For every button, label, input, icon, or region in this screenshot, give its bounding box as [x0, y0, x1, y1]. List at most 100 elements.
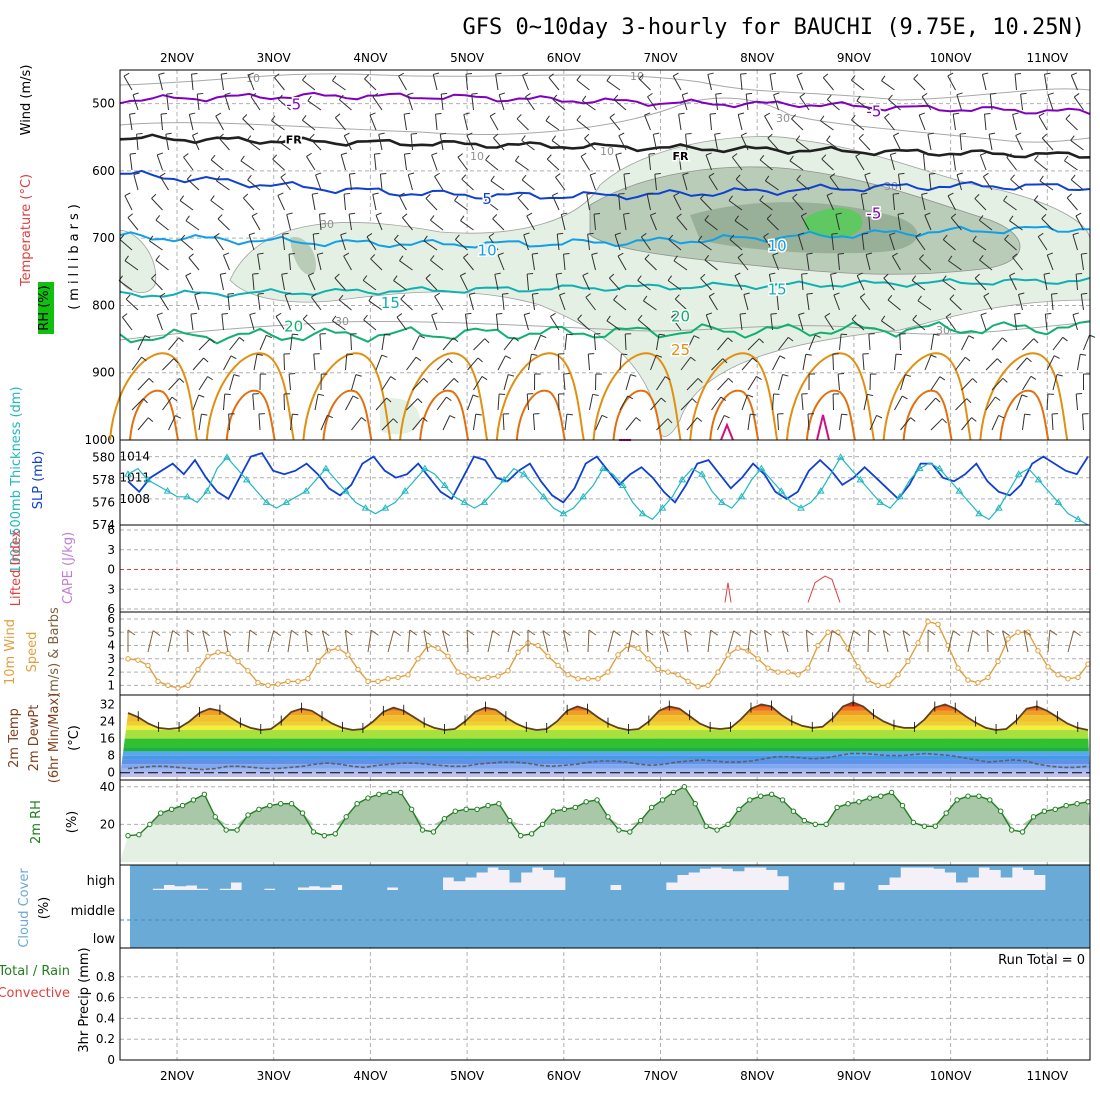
thickness-point: [500, 475, 508, 483]
wind10-tick-label: 1: [107, 678, 115, 692]
wind-barb-flag: [188, 253, 194, 259]
wind-barb-flag: [277, 192, 284, 196]
wind10-barb: [967, 630, 974, 653]
wind-barb-flag: [155, 215, 161, 221]
wind-barb-flag: [183, 153, 189, 158]
wind-barb-flag: [469, 292, 476, 296]
wind-barb: [979, 219, 993, 231]
wind-barb: [1070, 179, 1084, 191]
wind-barb-flag: [576, 75, 581, 81]
wind-barb: [423, 240, 438, 251]
wind-barb: [656, 376, 666, 391]
wind-barb-flag: [489, 112, 496, 117]
wind10-barb-flag: [972, 630, 980, 636]
wind-barb: [930, 418, 943, 431]
wind-barb-flag: [243, 193, 249, 199]
wind-barb: [473, 414, 477, 431]
wind-barb: [808, 335, 816, 351]
wind-barb: [839, 414, 843, 431]
wind-barb: [159, 296, 169, 311]
wind-barb: [949, 298, 962, 311]
wind-barb: [247, 74, 255, 91]
wind-barb-flag: [826, 192, 833, 196]
wind-barb-flag: [306, 152, 312, 157]
wind-barb: [1052, 374, 1058, 391]
minmax-axis-title: (6hr Min/Max): [47, 693, 62, 783]
wind10-point: [335, 645, 341, 651]
rh2-point: [354, 800, 360, 807]
wind-barb: [398, 195, 407, 211]
wind-barb: [551, 195, 560, 211]
wind-barb: [585, 296, 596, 311]
wind-barb-flag: [1033, 338, 1039, 344]
wind-barb: [151, 198, 163, 211]
wind-barb: [534, 335, 542, 351]
temp-band: [120, 715, 1090, 722]
wind10-point: [765, 665, 771, 671]
rh2-point: [681, 784, 688, 790]
wind-barb-flag: [423, 378, 429, 383]
wind-barb-flag: [390, 376, 396, 381]
wind10-point: [295, 678, 301, 685]
thickness-point: [816, 487, 825, 494]
wind10-barb-flag: [1002, 630, 1010, 637]
wind-barb: [1038, 115, 1048, 131]
temp-contour-25: [205, 352, 295, 441]
wind-barb-flag: [1072, 312, 1079, 316]
cloud-high-bar: [543, 865, 555, 870]
wind-barb-flag: [521, 135, 526, 141]
wind-barb: [398, 75, 407, 91]
temp-band: [120, 730, 1090, 739]
wind-barb-flag: [307, 95, 312, 102]
wind10-barb: [1047, 630, 1051, 653]
wind-barb: [1082, 413, 1084, 431]
wind-barb: [379, 174, 383, 191]
wind10-point: [1025, 629, 1031, 635]
wind10-tick-label: 5: [107, 625, 115, 639]
wind10-barb: [186, 629, 189, 653]
wind-barb: [765, 180, 779, 191]
wind-barb-flag: [947, 72, 954, 77]
wind-barb-flag: [643, 295, 648, 302]
wind-barb-flag: [312, 192, 319, 195]
wind-barb-flag: [119, 234, 125, 240]
wind10-point: [935, 621, 941, 627]
wind-barb-flag: [127, 213, 133, 218]
wind-barb-flag: [417, 398, 423, 404]
wind-barb-flag: [403, 112, 411, 115]
thickness-point: [737, 492, 746, 500]
temperature-contour-label: 10: [478, 242, 497, 260]
wind-barb-flag: [532, 292, 539, 295]
wind-barb: [674, 298, 688, 311]
wind-barb-flag: [747, 394, 754, 398]
wind10-barb: [645, 630, 649, 653]
rh2-point: [878, 793, 884, 799]
wind-barb: [555, 176, 566, 191]
wind-barb: [493, 137, 505, 151]
rh2-point: [1063, 802, 1069, 809]
wind-barb-flag: [332, 75, 337, 82]
date-label-bottom: 8NOV: [740, 1069, 775, 1083]
thickness-point: [856, 475, 865, 483]
wind-barb-flag: [1070, 135, 1075, 141]
wind-barb: [522, 74, 529, 91]
cloud-high-bar: [330, 865, 343, 885]
temp-contour-30: [129, 389, 179, 441]
wind10-point: [705, 682, 711, 689]
wind-barb-flag: [635, 417, 642, 422]
cloud-high-bar: [308, 865, 321, 887]
temp-color-bands: [120, 702, 1090, 777]
wind-barb: [947, 195, 956, 211]
temp-contour-30: [612, 389, 663, 441]
wind-barb: [465, 74, 468, 91]
cloud-high-bar: [777, 865, 790, 877]
wind-barb: [1022, 376, 1032, 391]
rh2-point: [965, 793, 971, 799]
wind-barb-flag: [266, 334, 272, 339]
cloud-high-bar: [219, 865, 231, 889]
wind-barb-flag: [210, 154, 216, 161]
wind-barb-flag: [472, 394, 479, 398]
wind-barb: [889, 154, 895, 171]
wind-barb-flag: [566, 333, 573, 336]
wind-barb: [1033, 199, 1048, 211]
